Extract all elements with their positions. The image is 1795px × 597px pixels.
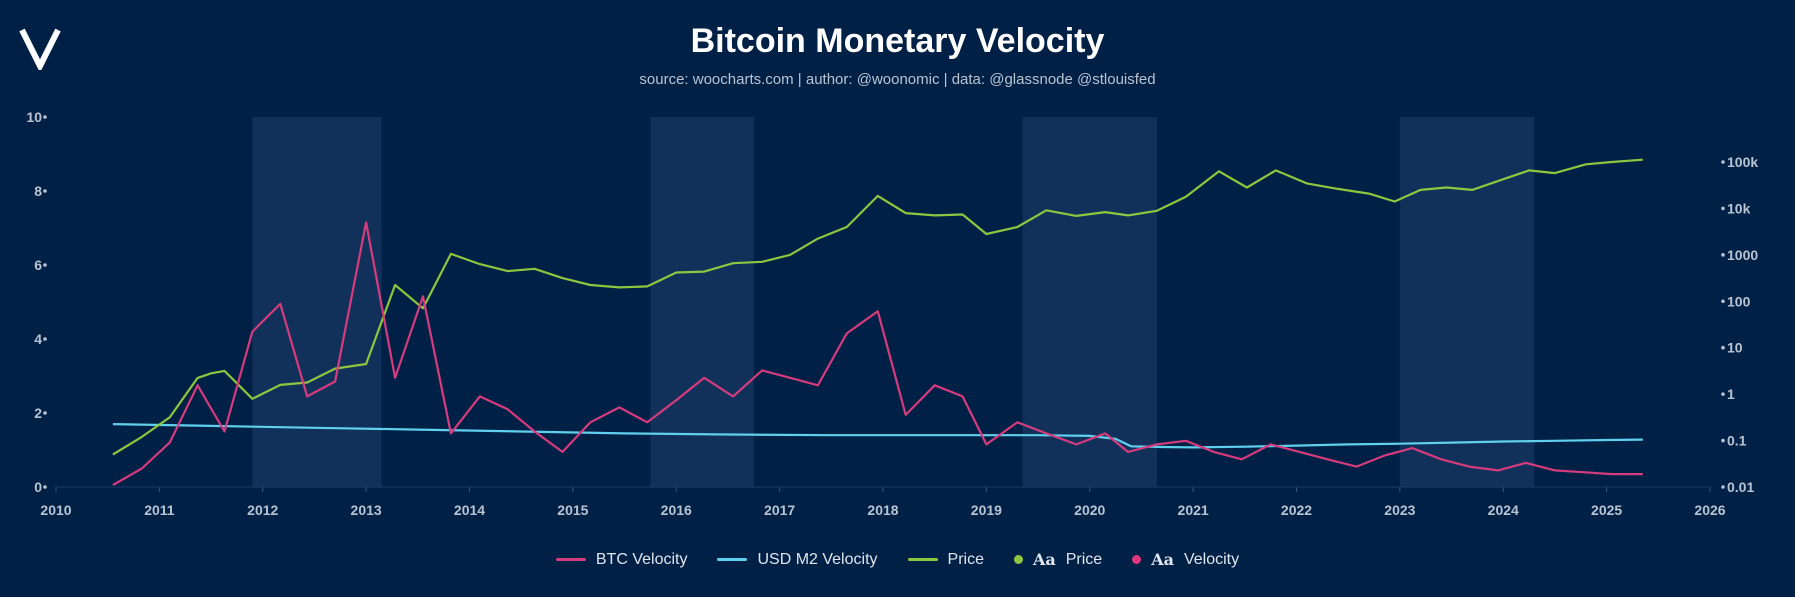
legend-label: Price [1065, 550, 1103, 568]
legend-swatch [555, 558, 586, 561]
left-tick-mark [43, 189, 47, 193]
chart-title: Bitcoin Monetary Velocity [690, 22, 1105, 60]
right-tick-label: 1 [1727, 386, 1735, 402]
font-icon: Aa [1032, 550, 1056, 569]
x-tick-label: 2020 [1074, 502, 1105, 518]
legend-swatch [907, 558, 938, 561]
legend-label: USD M2 Velocity [757, 550, 878, 568]
legend-item-velocity[interactable]: Aa Velocity [1132, 550, 1239, 569]
x-tick-label: 2023 [1384, 502, 1415, 518]
right-tick-mark [1721, 438, 1725, 443]
legend-item-price[interactable]: Price [907, 550, 984, 569]
left-tick-label: 8 [34, 183, 42, 199]
x-tick-label: 2012 [247, 502, 278, 518]
left-tick-mark [43, 485, 47, 489]
shaded-band-1 [650, 117, 754, 487]
shaded-band-3 [1399, 117, 1535, 487]
font-icon: Aa [1151, 550, 1174, 569]
right-tick-mark [1721, 206, 1725, 211]
price-series [112, 158, 1643, 456]
legend-label: Velocity [1183, 550, 1240, 568]
left-tick-mark [43, 411, 47, 415]
x-tick-label: 2016 [661, 502, 692, 518]
legend-swatch [717, 558, 748, 561]
x-tick-label: 2014 [454, 502, 485, 518]
right-tick-mark [1721, 160, 1725, 164]
right-tick-label: 10k [1727, 200, 1751, 216]
chart-subtitle: source: woocharts.com | author: @woonomi… [639, 71, 1156, 88]
x-tick-label: 2010 [40, 502, 71, 518]
x-tick-label: 2015 [557, 502, 588, 518]
right-tick-label: 0.01 [1727, 479, 1754, 495]
x-tick-label: 2019 [971, 502, 1002, 518]
right-tick-label: 100k [1727, 154, 1758, 170]
usd-m2-velocity-series [112, 423, 1643, 449]
x-tick-label: 2026 [1694, 502, 1725, 518]
right-tick-label: 100 [1727, 293, 1751, 309]
right-tick-mark [1721, 253, 1725, 257]
right-tick-mark [1721, 345, 1725, 350]
left-tick-label: 0 [34, 479, 42, 495]
x-tick-label: 2011 [144, 502, 175, 518]
woocharts-logo [19, 28, 61, 70]
right-tick-label: 1000 [1727, 247, 1758, 263]
legend-item-usd-m2-velocity[interactable]: USD M2 Velocity [717, 550, 878, 569]
left-tick-label: 10 [26, 109, 42, 125]
x-tick-label: 2025 [1591, 502, 1622, 518]
legend-item-btc-velocity[interactable]: BTC Velocity [555, 550, 688, 569]
legend: BTC Velocity USD M2 Velocity Price Aa Price A… [0, 550, 1795, 569]
left-tick-mark [43, 337, 47, 341]
x-tick-label: 2013 [351, 502, 382, 518]
right-tick-label: 0.1 [1727, 433, 1747, 449]
legend-label: Price [947, 550, 984, 568]
left-tick-label: 2 [34, 405, 42, 421]
left-tick-mark [43, 115, 47, 119]
x-tick-label: 2022 [1281, 502, 1312, 518]
legend-item-price[interactable]: Aa Price [1013, 550, 1103, 569]
x-tick-label: 2018 [867, 502, 898, 518]
right-tick-mark [1721, 485, 1725, 489]
shaded-band-0 [252, 117, 382, 487]
x-tick-label: 2024 [1488, 502, 1519, 518]
legend-dot [1132, 555, 1142, 564]
left-tick-label: 4 [34, 331, 42, 347]
left-tick-label: 6 [34, 257, 42, 273]
right-tick-mark [1721, 299, 1725, 304]
right-tick-label: 10 [1727, 340, 1743, 356]
btc-velocity-series [112, 221, 1643, 487]
shaded-band-2 [1022, 117, 1157, 487]
legend-label: BTC Velocity [595, 550, 688, 568]
x-tick-label: 2017 [764, 502, 795, 518]
right-tick-mark [1721, 392, 1725, 396]
legend-dot [1013, 555, 1023, 564]
left-tick-mark [43, 263, 47, 267]
x-tick-label: 2021 [1178, 502, 1209, 518]
